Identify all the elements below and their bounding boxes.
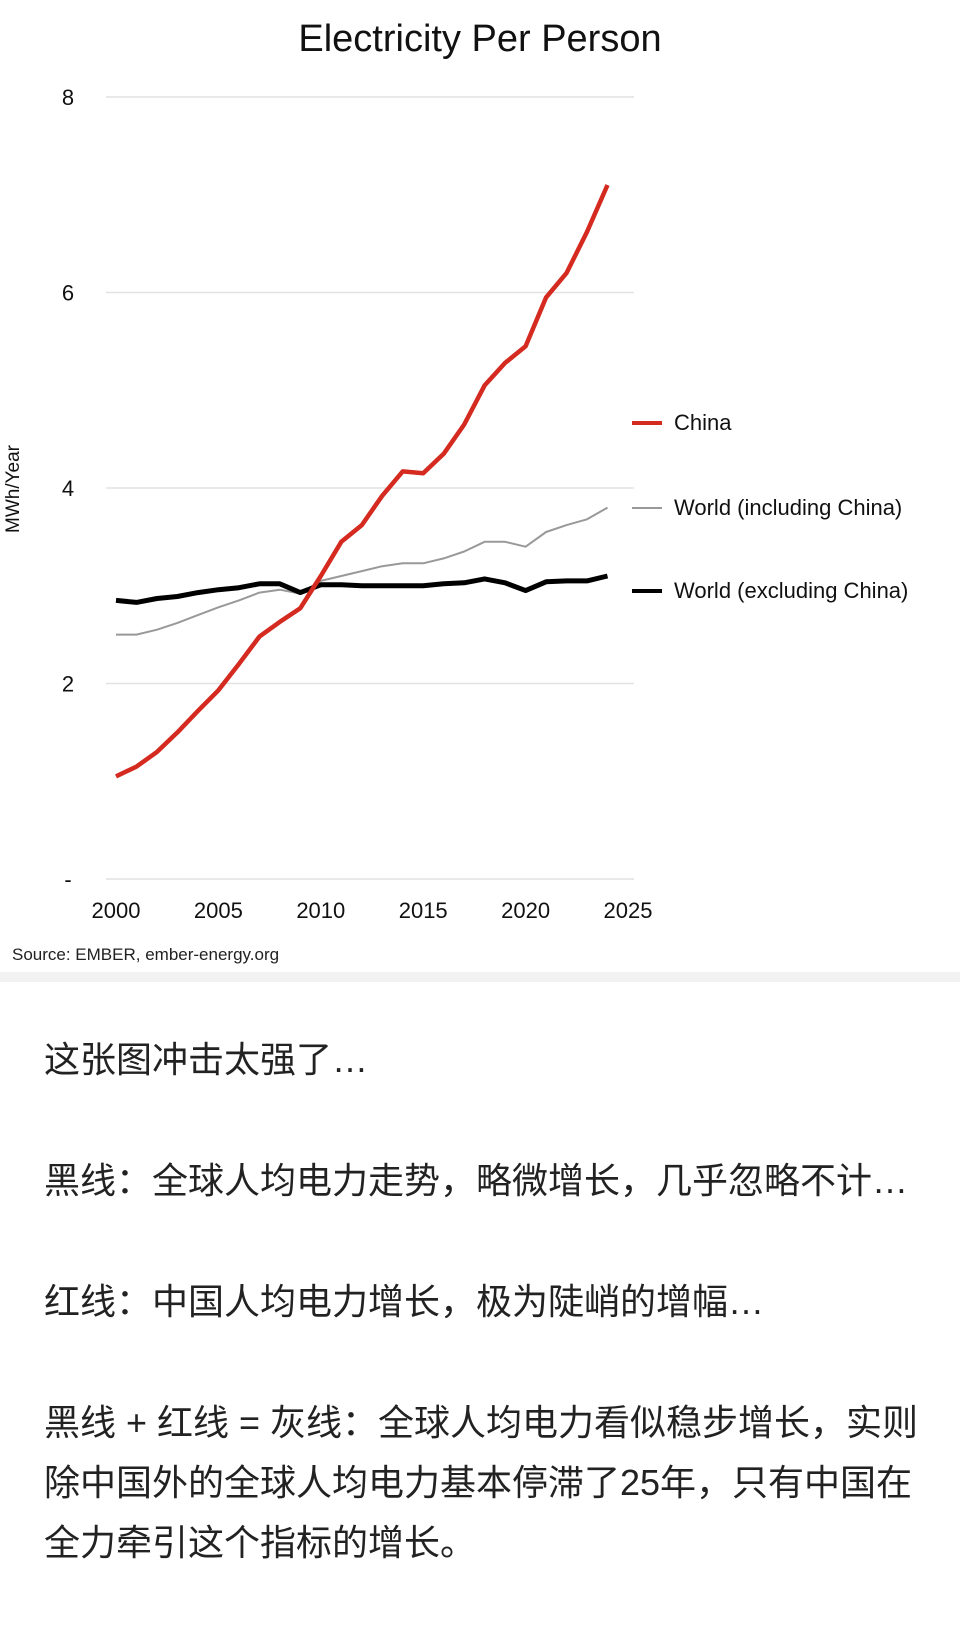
legend-label: China — [674, 410, 732, 435]
legend-swatch — [632, 421, 662, 425]
x-tick-label: 2015 — [399, 898, 448, 923]
y-tick-label: 4 — [62, 476, 74, 501]
post-paragraph: 红线：中国人均电力增长，极为陡峭的增幅… — [44, 1281, 765, 1322]
plot-area: - 2 4 6 8 2000 2005 2010 2015 2020 2025 — [62, 85, 653, 923]
x-tick-label: 2010 — [296, 898, 345, 923]
x-tick-label: 2020 — [501, 898, 550, 923]
legend-swatch — [632, 507, 662, 509]
series-line-world-excluding-china- — [115, 573, 609, 605]
legend-label: World (including China) — [674, 495, 903, 520]
post-text: 这张图冲击太强了… 黑线：全球人均电力走势，略微增长，几乎忽略不计… 红线：中国… — [44, 1030, 924, 1634]
divider — [0, 972, 960, 982]
post-paragraph: 黑线 + 红线 = 灰线：全球人均电力看似稳步增长，实则除中国外的全球人均电力基… — [44, 1402, 919, 1563]
y-tick-label: 8 — [62, 85, 74, 110]
legend-label: World (excluding China) — [674, 578, 909, 603]
legend-swatch — [632, 589, 662, 593]
legend-item-world-incl: World (including China) — [632, 495, 902, 521]
legend-item-world-excl: World (excluding China) — [632, 578, 908, 604]
y-tick-label: 6 — [62, 281, 74, 306]
series-line-china — [115, 184, 610, 779]
series-line-world-including-china- — [116, 506, 608, 636]
x-tick-label: 2005 — [194, 898, 243, 923]
x-tick-label: 2025 — [604, 898, 653, 923]
post-paragraph: 这张图冲击太强了… — [44, 1039, 369, 1080]
post-paragraph: 黑线：全球人均电力走势，略微增长，几乎忽略不计… — [44, 1160, 909, 1201]
chart-panel: Electricity Per Person MWh/Year -2 4 6 8 200… — [3, 18, 909, 964]
y-tick-label: - — [64, 867, 71, 892]
x-tick-label: 2000 — [92, 898, 141, 923]
legend-item-china: China — [632, 410, 731, 436]
y-tick-label: 2 — [62, 672, 74, 697]
chart-title: Electricity Per Person — [298, 18, 662, 60]
source-note: Source: EMBER, ember-energy.org — [12, 945, 280, 964]
